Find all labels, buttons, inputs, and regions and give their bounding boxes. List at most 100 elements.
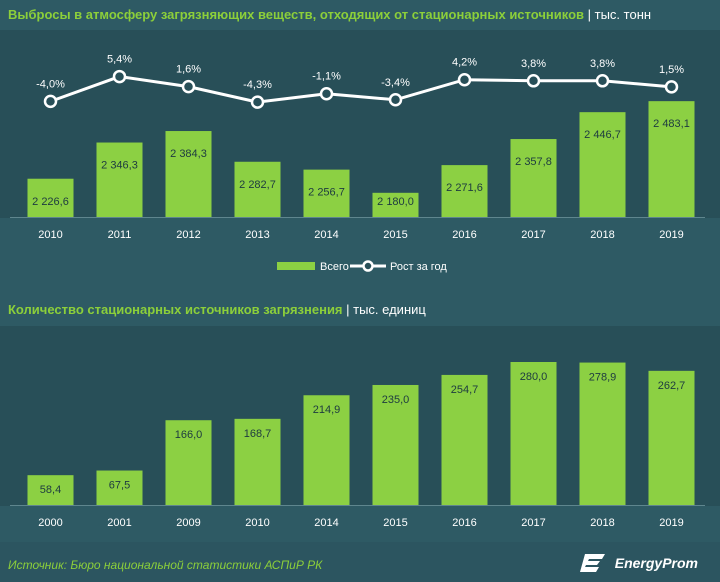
year-tick-label: 2019	[659, 517, 683, 529]
year-tick-label: 2012	[176, 229, 200, 241]
sources-bar	[648, 370, 695, 505]
emissions-title-text: Выбросы в атмосферу загрязняющих веществ…	[8, 7, 585, 22]
year-tick-label: 2016	[452, 517, 476, 529]
sources-bar	[27, 475, 74, 505]
year-tick-label: 2018	[590, 517, 614, 529]
growth-point	[457, 72, 472, 87]
growth-point	[664, 80, 679, 94]
growth-value-label: 4,2%	[452, 57, 477, 69]
energyprom-logo: EnergyProm	[579, 552, 698, 574]
year-tick-label: 2019	[659, 229, 683, 241]
growth-value-label: -3,4%	[381, 77, 410, 89]
sources-bar	[165, 420, 212, 505]
year-tick-label: 2010	[245, 517, 269, 529]
year-tick-label: 2017	[521, 517, 545, 529]
sources-bar	[96, 470, 143, 505]
sources-value-label: 278,9	[589, 372, 617, 384]
year-tick-label: 2001	[107, 517, 131, 529]
emission-bar	[579, 112, 626, 217]
legend-bar-swatch	[277, 262, 315, 270]
emission-value-label: 2 357,8	[515, 156, 552, 168]
sources-bar	[303, 395, 350, 505]
emission-bar	[441, 165, 488, 217]
legend-line-marker	[362, 260, 374, 272]
emission-value-label: 2 483,1	[653, 118, 690, 130]
footer: Источник: Бюро национальной статистики А…	[0, 542, 720, 582]
year-tick-label: 2015	[383, 229, 407, 241]
sources-unit-text: | тыс. единиц	[346, 302, 426, 317]
source-note: Источник: Бюро национальной статистики А…	[8, 558, 323, 572]
sources-bar	[372, 384, 419, 505]
sources-chart-title: Количество стационарных источников загря…	[8, 302, 426, 317]
emission-value-label: 2 226,6	[32, 196, 69, 208]
emission-bar	[510, 139, 557, 217]
year-tick-label: 2010	[38, 229, 62, 241]
emission-bar	[234, 161, 281, 217]
growth-value-label: 1,6%	[176, 64, 201, 76]
emission-value-label: 2 180,0	[377, 196, 414, 208]
emission-value-label: 2 271,6	[446, 182, 483, 194]
emission-value-label: 2 384,3	[170, 148, 207, 160]
legend-bar-label: Всего	[320, 261, 349, 273]
year-tick-label: 2011	[108, 229, 132, 241]
growth-value-label: 1,5%	[659, 64, 684, 76]
emission-value-label: 2 346,3	[101, 160, 138, 172]
logo-mark-icon	[579, 554, 605, 572]
emission-value-label: 2 282,7	[239, 179, 276, 191]
growth-point	[250, 95, 265, 109]
growth-value-label: -4,0%	[36, 78, 65, 90]
emissions-chart-title: Выбросы в атмосферу загрязняющих веществ…	[8, 7, 651, 22]
growth-value-label: -4,3%	[243, 79, 272, 91]
year-tick-label: 2015	[383, 517, 407, 529]
sources-value-label: 58,4	[40, 484, 61, 496]
growth-line	[49, 75, 672, 104]
emissions-unit-text: | тыс. тонн	[587, 7, 652, 22]
sources-bar	[579, 362, 626, 505]
growth-point	[181, 79, 196, 94]
growth-point	[112, 69, 127, 84]
sources-chart-panel: Количество стационарных источников загря…	[0, 292, 720, 542]
emission-bar	[96, 142, 143, 217]
emission-bar	[303, 169, 350, 217]
sources-value-label: 168,7	[244, 428, 272, 440]
logo-text: EnergyProm	[614, 555, 698, 571]
growth-value-label: 3,8%	[590, 58, 615, 70]
year-tick-label: 2013	[245, 229, 269, 241]
emissions-chart-panel: Выбросы в атмосферу загрязняющих веществ…	[0, 7, 720, 273]
sources-value-label: 166,0	[175, 429, 203, 441]
year-tick-label: 2009	[176, 517, 200, 529]
emission-bar	[165, 131, 212, 217]
sources-bar	[234, 418, 281, 505]
sources-value-label: 214,9	[313, 404, 341, 416]
year-tick-label: 2000	[38, 517, 62, 529]
emission-bar	[372, 192, 419, 217]
sources-bar	[510, 362, 557, 505]
growth-point	[319, 86, 334, 101]
sources-value-label: 235,0	[382, 394, 410, 406]
sources-chart-svg: 58,4 2000 67,5 2001 166,0 2009 168,7 2010 214,9 2…	[0, 326, 720, 529]
year-tick-label: 2014	[314, 517, 338, 529]
growth-point	[595, 74, 610, 88]
growth-value-label: 5,4%	[107, 54, 132, 66]
sources-value-label: 280,0	[520, 371, 548, 383]
sources-title-text: Количество стационарных источников загря…	[8, 302, 343, 317]
growth-point	[526, 74, 541, 88]
growth-point	[388, 93, 403, 107]
emission-bar	[27, 178, 74, 217]
year-tick-label: 2016	[452, 229, 476, 241]
year-tick-label: 2017	[521, 229, 545, 241]
sources-value-label: 254,7	[451, 384, 479, 396]
emission-value-label: 2 256,7	[308, 187, 345, 199]
growth-value-label: -1,1%	[312, 71, 341, 83]
growth-point	[43, 94, 58, 109]
emission-value-label: 2 446,7	[584, 129, 621, 141]
year-tick-label: 2018	[590, 229, 614, 241]
emissions-chart-svg: 2 226,6 2010 2 346,3 2011 2 384,3 2012 2 282,7…	[0, 30, 720, 273]
sources-bar	[441, 374, 488, 505]
emission-bar	[648, 101, 695, 217]
year-tick-label: 2014	[314, 229, 338, 241]
sources-value-label: 67,5	[109, 480, 130, 492]
legend-line-label: Рост за год	[390, 261, 447, 273]
growth-value-label: 3,8%	[521, 58, 546, 70]
